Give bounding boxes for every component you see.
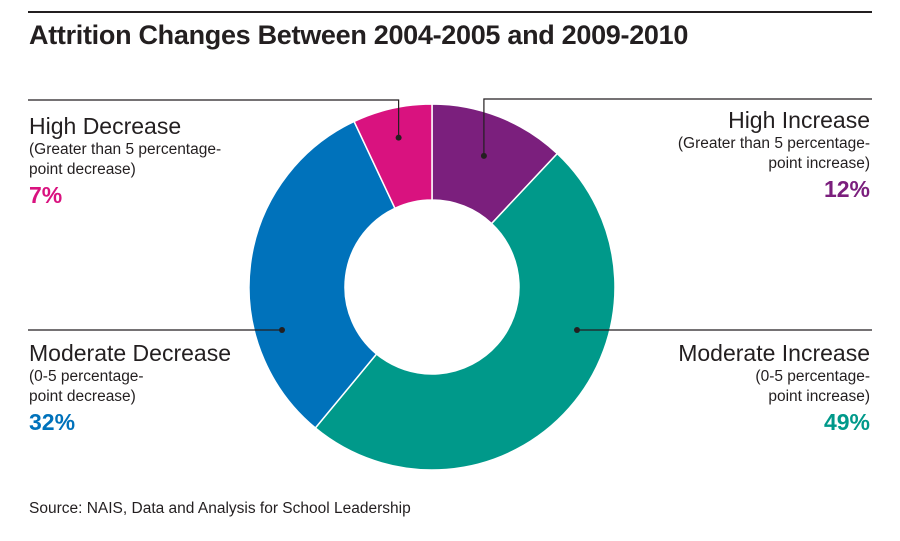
leader-line-high-decrease bbox=[28, 99, 400, 138]
slice-moderate-increase bbox=[314, 152, 616, 471]
legend-high-decrease: High Decrease (Greater than 5 percentage… bbox=[29, 113, 221, 210]
high-increase-percent: 12% bbox=[823, 176, 870, 202]
legend-moderate-decrease: Moderate Decrease (0-5 percentage- point… bbox=[29, 340, 231, 437]
high-decrease-percent: 7% bbox=[29, 182, 63, 208]
leader-dot-moderate-increase bbox=[574, 327, 580, 333]
moderate-decrease-desc-line-1: (0-5 percentage- bbox=[29, 368, 144, 385]
moderate-increase-desc-line-2: point increase) bbox=[768, 388, 870, 405]
leader-dot-high-increase bbox=[480, 152, 487, 159]
leader-line-high-increase bbox=[483, 98, 872, 156]
slice-moderate-decrease bbox=[248, 120, 396, 430]
high-decrease-desc-line-2: point decrease) bbox=[29, 161, 136, 178]
high-increase-name: High Increase bbox=[728, 107, 870, 133]
slice-high-decrease bbox=[353, 103, 433, 210]
moderate-decrease-desc-line-2: point decrease) bbox=[29, 388, 136, 405]
moderate-decrease-percent: 32% bbox=[29, 409, 76, 435]
high-increase-desc-line-1: (Greater than 5 percentage- bbox=[677, 135, 870, 152]
leader-dot-moderate-decrease bbox=[279, 327, 285, 333]
legend-moderate-increase: Moderate Increase (0-5 percentage- point… bbox=[678, 340, 870, 437]
moderate-increase-desc-line-1: (0-5 percentage- bbox=[755, 368, 870, 385]
moderate-increase-percent: 49% bbox=[823, 409, 870, 435]
high-increase-desc-line-2: point increase) bbox=[768, 155, 870, 172]
leader-dot-high-decrease bbox=[395, 134, 402, 141]
chart-title: Attrition Changes Between 2004-2005 and … bbox=[29, 20, 689, 50]
high-decrease-name: High Decrease bbox=[29, 113, 182, 139]
top-rule bbox=[28, 11, 872, 13]
source-note: Source: NAIS, Data and Analysis for Scho… bbox=[29, 500, 411, 517]
moderate-increase-name: Moderate Increase bbox=[678, 340, 870, 366]
legend-high-increase: High Increase (Greater than 5 percentage… bbox=[678, 107, 870, 204]
moderate-decrease-name: Moderate Decrease bbox=[29, 340, 231, 366]
high-decrease-desc-line-1: (Greater than 5 percentage- bbox=[29, 141, 222, 158]
